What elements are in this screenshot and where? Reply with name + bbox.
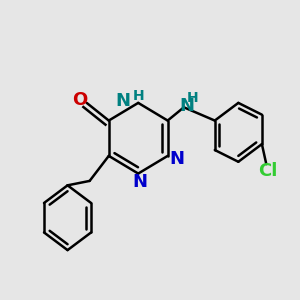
Text: N: N xyxy=(132,173,147,191)
Text: Cl: Cl xyxy=(258,162,278,180)
Text: H: H xyxy=(132,88,144,103)
Text: H: H xyxy=(186,92,198,106)
Text: N: N xyxy=(179,97,194,115)
Text: O: O xyxy=(72,91,87,109)
Text: N: N xyxy=(169,150,184,168)
Text: N: N xyxy=(116,92,131,110)
